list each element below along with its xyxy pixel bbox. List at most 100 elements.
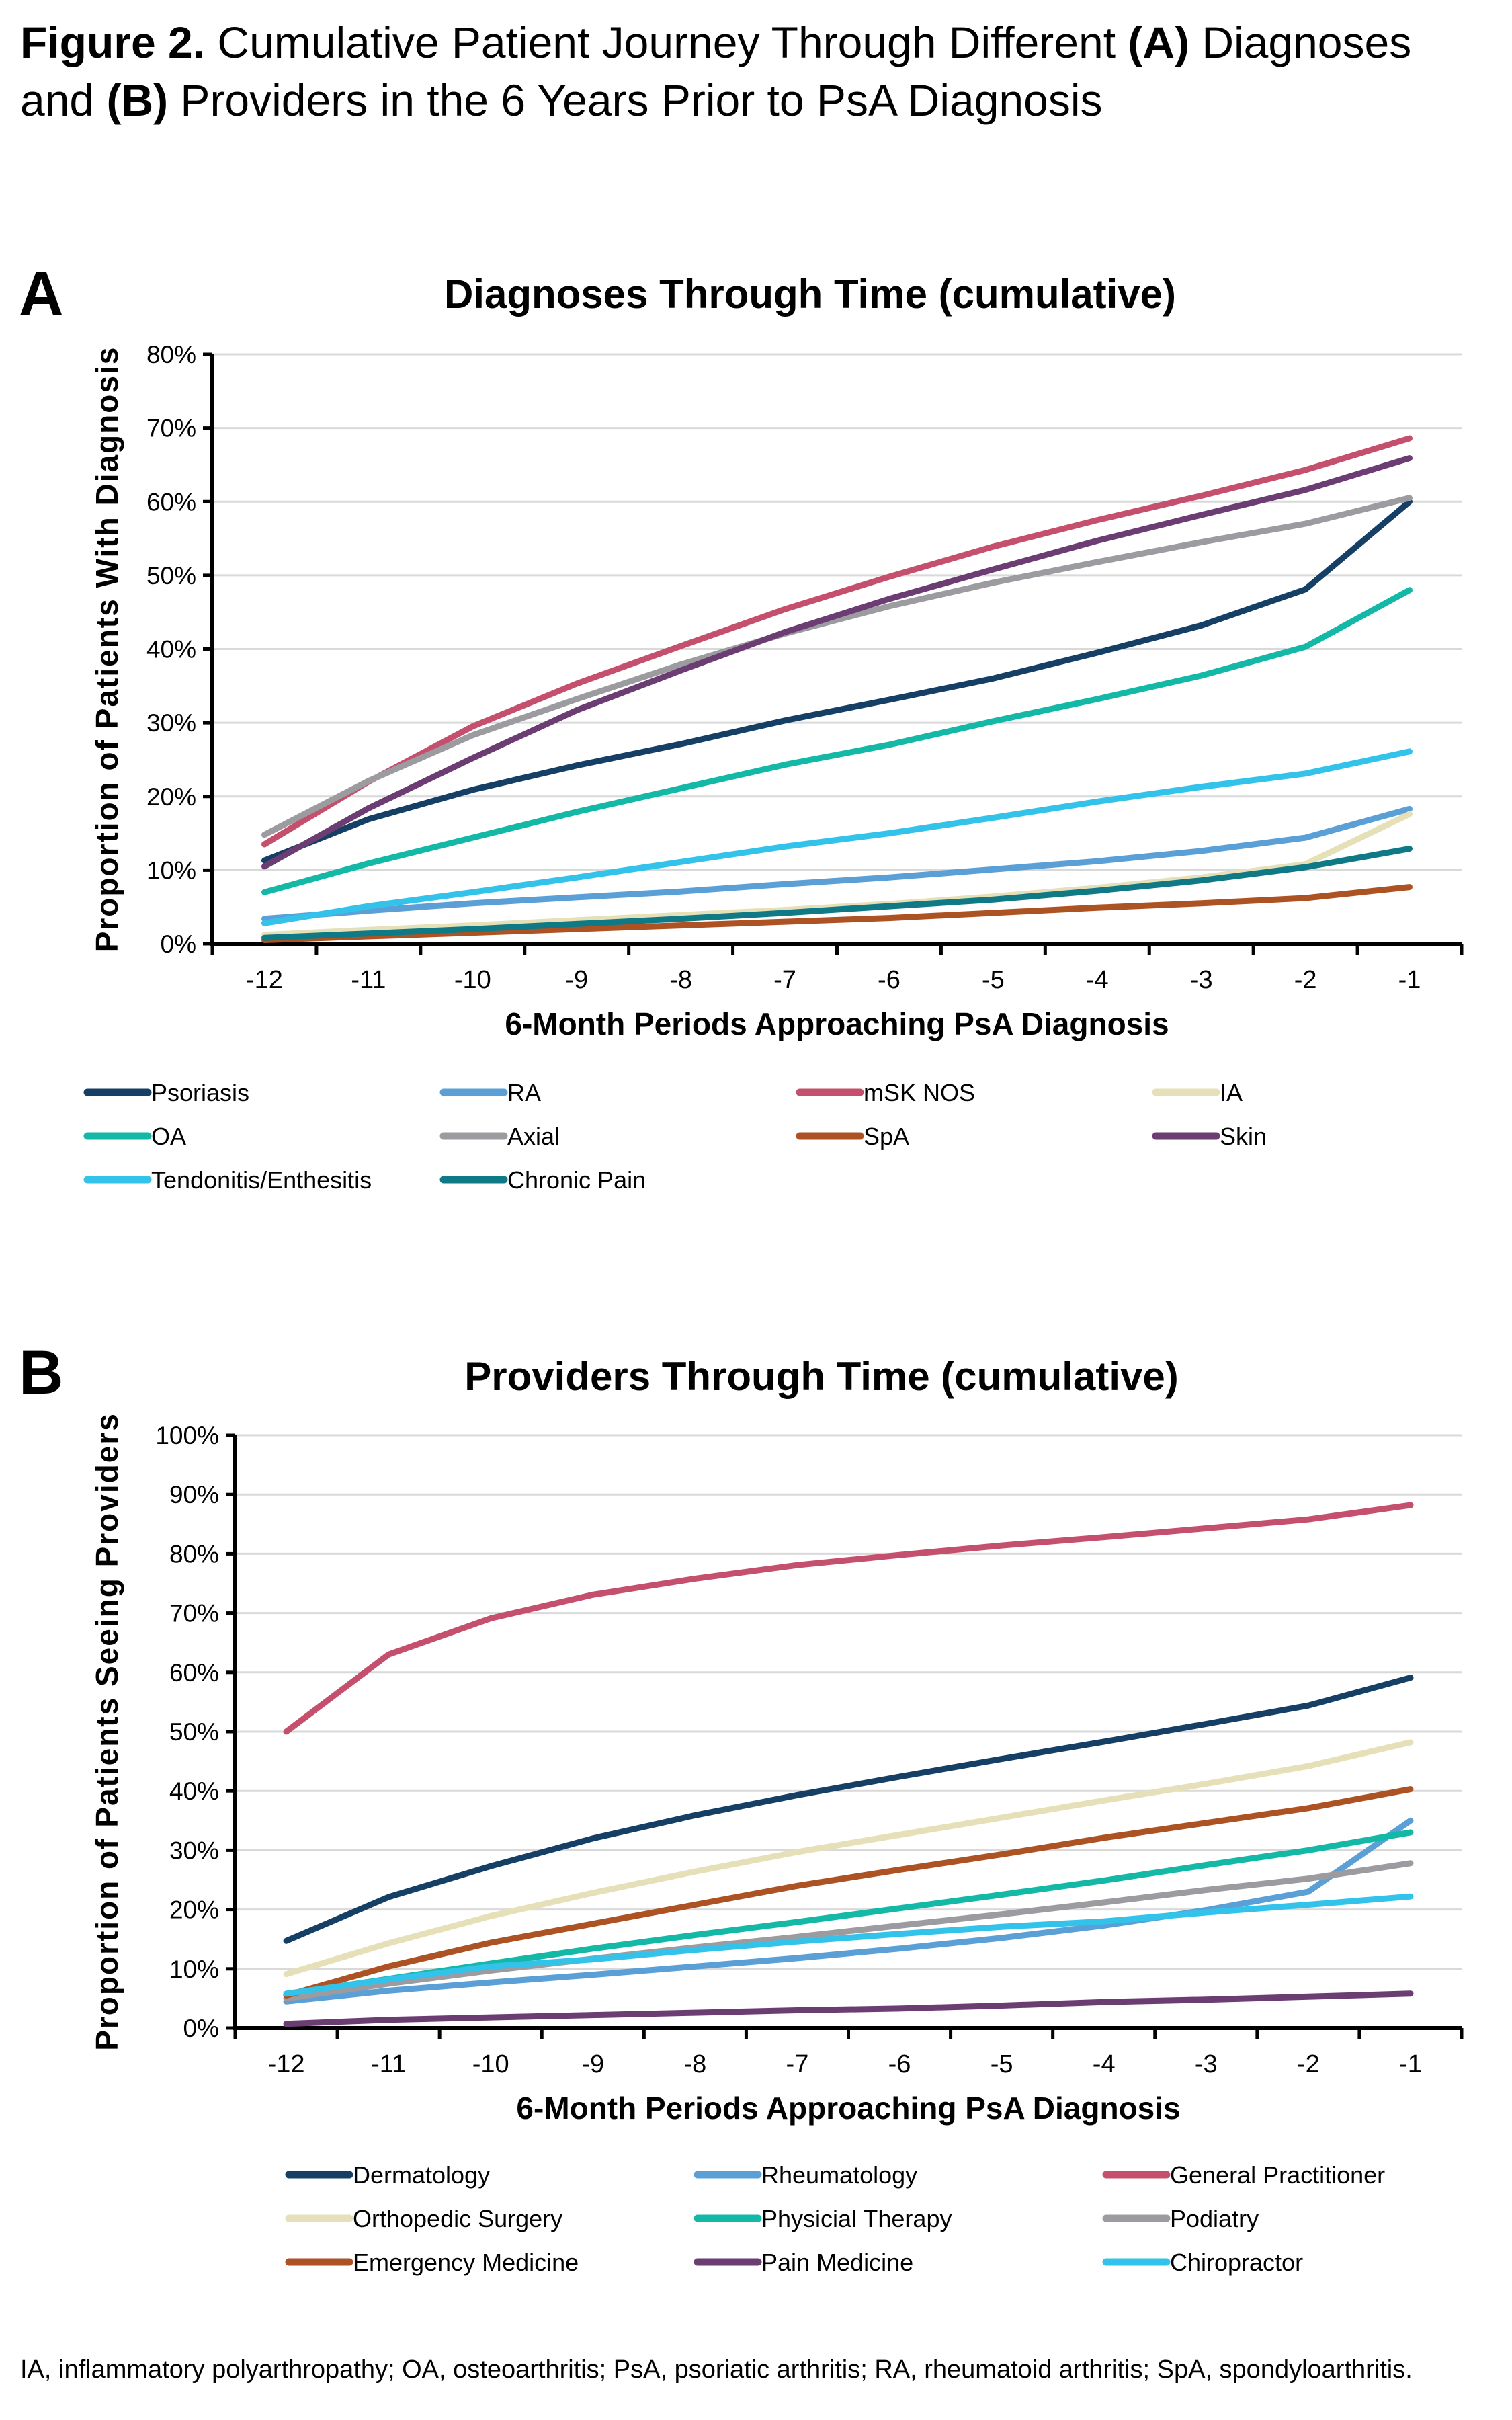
x-tick-label: -1 bbox=[1398, 966, 1421, 994]
figure-title-part: Cumulative Patient Journey Through Diffe… bbox=[205, 17, 1128, 67]
y-axis-label: Proportion of Patients With Diagnosis bbox=[89, 346, 124, 953]
legend-label: Pain Medicine bbox=[761, 2249, 913, 2276]
legend-item: Rheumatology bbox=[694, 2161, 917, 2189]
legend-label: Dermatology bbox=[353, 2161, 490, 2189]
legend-item: Pain Medicine bbox=[694, 2249, 913, 2276]
y-tick-label: 0% bbox=[183, 2015, 219, 2042]
y-tick-label: 50% bbox=[169, 1718, 219, 1746]
legend-label: IA bbox=[1220, 1079, 1243, 1106]
x-tick-label: -10 bbox=[472, 2050, 509, 2079]
x-tick-label: -1 bbox=[1399, 2050, 1422, 2079]
series-line-podiatry bbox=[283, 1860, 1414, 2002]
x-tick-label: -8 bbox=[669, 966, 692, 994]
y-tick-label: 40% bbox=[146, 636, 196, 663]
series-line-oa bbox=[261, 587, 1413, 895]
y-tick-label: 70% bbox=[169, 1600, 219, 1627]
series-line-psoriasis bbox=[261, 498, 1413, 864]
panel-b-letter: B bbox=[19, 1338, 64, 1407]
y-tick-label: 80% bbox=[169, 1540, 219, 1568]
y-tick-label: 40% bbox=[169, 1777, 219, 1805]
legend-item: Psoriasis bbox=[83, 1079, 249, 1106]
chart-title: Providers Through Time (cumulative) bbox=[464, 1354, 1178, 1399]
legend-label: Physicial Therapy bbox=[761, 2205, 952, 2232]
legend-item: mSK NOS bbox=[796, 1079, 975, 1106]
legend-item: Emergency Medicine bbox=[285, 2249, 579, 2276]
legend-item: Chronic Pain bbox=[439, 1166, 646, 1194]
x-tick-label: -11 bbox=[351, 966, 386, 994]
y-tick-label: 30% bbox=[169, 1837, 219, 1864]
legend-item: Chiropractor bbox=[1102, 2249, 1303, 2276]
legend-label: Podiatry bbox=[1170, 2205, 1259, 2232]
series-line-orthopedic-surgery bbox=[283, 1739, 1414, 1978]
legend-item: Podiatry bbox=[1102, 2205, 1259, 2232]
x-tick-label: -9 bbox=[581, 2050, 604, 2079]
series-line-msk-nos bbox=[261, 435, 1413, 848]
legend-item: General Practitioner bbox=[1102, 2161, 1385, 2189]
series-line-pain-medicine bbox=[283, 1990, 1414, 2027]
y-tick-label: 60% bbox=[169, 1659, 219, 1687]
legend-label: General Practitioner bbox=[1170, 2161, 1385, 2189]
x-tick-label: -4 bbox=[1086, 966, 1109, 994]
y-tick-label: 0% bbox=[161, 930, 196, 958]
legend-label: Skin bbox=[1220, 1123, 1267, 1150]
x-tick-label: -8 bbox=[683, 2050, 706, 2079]
chart-title: Diagnoses Through Time (cumulative) bbox=[444, 272, 1176, 317]
series-line-spa bbox=[261, 884, 1413, 943]
y-tick-label: 70% bbox=[146, 415, 196, 442]
x-tick-label: -5 bbox=[982, 966, 1005, 994]
x-tick-label: -5 bbox=[991, 2050, 1013, 2079]
legend-label: Rheumatology bbox=[761, 2161, 917, 2189]
legend-item: IA bbox=[1152, 1079, 1243, 1106]
y-tick-label: 10% bbox=[146, 856, 196, 884]
figure-title-part: (B) bbox=[106, 75, 169, 125]
x-tick-label: -12 bbox=[268, 2050, 305, 2079]
y-tick-label: 30% bbox=[146, 709, 196, 737]
x-tick-label: -11 bbox=[371, 2050, 406, 2079]
legend-item: Tendonitis/Enthesitis bbox=[83, 1166, 372, 1194]
x-tick-label: -7 bbox=[773, 966, 796, 994]
x-axis-label: 6-Month Periods Approaching PsA Diagnosi… bbox=[516, 2091, 1180, 2126]
y-tick-label: 10% bbox=[169, 1955, 219, 1983]
figure-title-prefix: Figure 2. bbox=[20, 17, 206, 67]
legend-label: SpA bbox=[864, 1123, 909, 1150]
legend-label: RA bbox=[507, 1079, 541, 1106]
series-line-emergency-medicine bbox=[283, 1786, 1414, 1999]
legend-label: Tendonitis/Enthesitis bbox=[151, 1166, 372, 1194]
series-line-general-practitioner bbox=[283, 1502, 1414, 1735]
legend-label: Emergency Medicine bbox=[353, 2249, 579, 2276]
legend-item: Dermatology bbox=[285, 2161, 490, 2189]
panel-a-letter: A bbox=[19, 259, 64, 328]
legend-item: Orthopedic Surgery bbox=[285, 2205, 562, 2232]
y-tick-label: 80% bbox=[146, 341, 196, 368]
footnote: IA, inflammatory polyarthropathy; OA, os… bbox=[20, 2355, 1413, 2384]
legend-label: Axial bbox=[507, 1123, 560, 1150]
series-line-skin bbox=[261, 455, 1413, 870]
series-line-rheumatology bbox=[283, 1817, 1414, 2005]
series-line-ra bbox=[261, 805, 1413, 922]
figure-title-part: Diagnoses and bbox=[20, 17, 1412, 125]
legend-item: Physicial Therapy bbox=[694, 2205, 952, 2232]
x-tick-label: -7 bbox=[786, 2050, 809, 2079]
chart-b-providers: Providers Through Time (cumulative) 0% 10%… bbox=[89, 1354, 1464, 2276]
y-tick-label: 20% bbox=[169, 1896, 219, 1924]
figure-title: Figure 2. Cumulative Patient Journey Thr… bbox=[20, 13, 1465, 129]
x-tick-label: -6 bbox=[888, 2050, 911, 2079]
legend-item: OA bbox=[83, 1123, 186, 1150]
x-tick-label: -6 bbox=[878, 966, 900, 994]
x-axis-label: 6-Month Periods Approaching PsA Diagnosi… bbox=[505, 1006, 1169, 1041]
series-line-chronic-pain bbox=[261, 846, 1413, 941]
legend-item: Axial bbox=[439, 1123, 560, 1150]
x-tick-label: -3 bbox=[1195, 2050, 1218, 2079]
x-tick-label: -3 bbox=[1190, 966, 1213, 994]
legend-item: RA bbox=[439, 1079, 541, 1106]
x-tick-label: -12 bbox=[246, 966, 283, 994]
y-tick-label: 60% bbox=[146, 488, 196, 516]
y-tick-label: 50% bbox=[146, 562, 196, 590]
chart-a-diagnoses: Diagnoses Through Time (cumulative) 0% 10%… bbox=[83, 272, 1464, 1194]
x-tick-label: -2 bbox=[1297, 2050, 1320, 2079]
legend-item: Skin bbox=[1152, 1123, 1267, 1150]
legend-label: Psoriasis bbox=[151, 1079, 249, 1106]
series-line-axial bbox=[261, 495, 1413, 838]
series-line-chiropractor bbox=[283, 1893, 1414, 1997]
series-line-tendonitis-enthesitis bbox=[261, 748, 1413, 926]
